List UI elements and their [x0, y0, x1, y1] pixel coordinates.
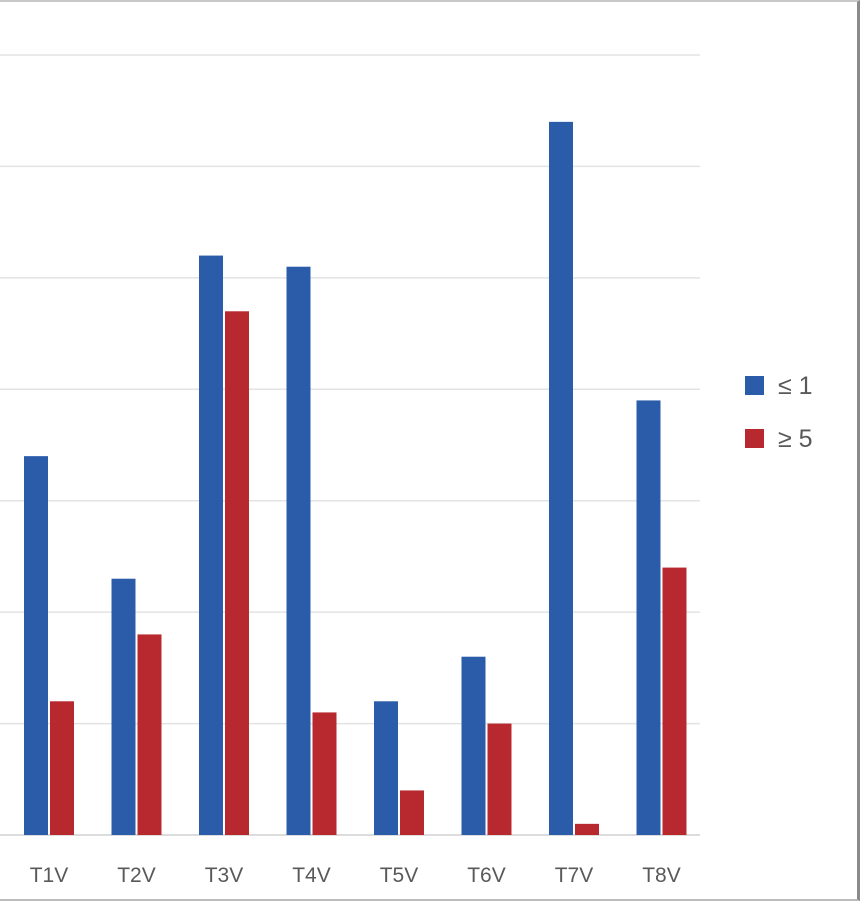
x-tick-label: T2V	[117, 864, 156, 887]
bars	[24, 121, 687, 836]
x-tick-label: T1V	[30, 864, 69, 887]
bar-t1v-series-2	[50, 701, 74, 835]
bar-t5v-series-1	[374, 701, 398, 835]
bar-t8v-series-2	[662, 567, 687, 835]
x-tick-label: T8V	[642, 864, 681, 887]
legend-label: ≤ 1	[778, 372, 813, 400]
legend-swatch	[745, 376, 764, 395]
legend: ≤ 1 ≥ 5	[745, 372, 813, 453]
bar-t2v-series-1	[111, 578, 136, 835]
bar-t3v-series-1	[199, 255, 223, 836]
bar-t4v-series-2	[312, 712, 337, 835]
x-tick-label: T4V	[292, 864, 331, 887]
legend-swatch	[745, 429, 764, 448]
bar-t6v-series-1	[461, 656, 486, 835]
bar-t7v-series-2	[575, 823, 599, 835]
bar-t1v-series-1	[24, 456, 48, 835]
gridlines	[0, 54, 700, 836]
bar-t5v-series-2	[400, 790, 424, 835]
x-tick-labels: T1V T2V T3V T4V T5V T6V T7V T8V	[30, 864, 681, 887]
x-tick-label: T6V	[467, 864, 506, 887]
bar-t7v-series-1	[549, 121, 573, 836]
x-tick-label: T3V	[205, 864, 244, 887]
x-tick-label: T5V	[380, 864, 419, 887]
bar-t4v-series-1	[286, 266, 311, 835]
bar-t2v-series-2	[137, 634, 162, 835]
legend-label: ≥ 5	[778, 425, 813, 453]
x-tick-label: T7V	[555, 864, 594, 887]
bar-t3v-series-2	[225, 311, 249, 835]
bar-t6v-series-2	[487, 723, 512, 835]
bar-t8v-series-1	[636, 400, 661, 835]
